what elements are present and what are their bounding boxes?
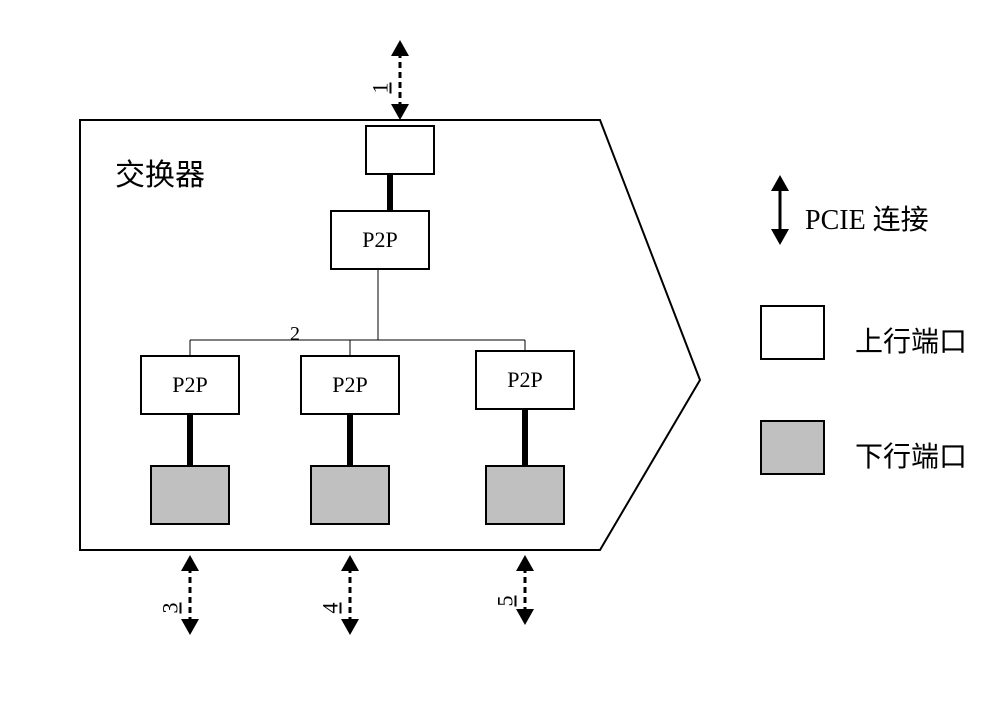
downstream-port-1 xyxy=(310,465,390,525)
port-number-3: 3 xyxy=(158,603,184,614)
legend-upstream-label: 上行端口 xyxy=(855,320,967,360)
p2p-bridge-1: P2P xyxy=(300,355,400,415)
legend-pcie-label: PCIE 连接 xyxy=(805,198,929,238)
p2p-label: P2P xyxy=(172,372,207,398)
p2p-bridge-top: P2P xyxy=(330,210,430,270)
legend-upstream-box xyxy=(760,305,825,360)
diagram-canvas: 交换器 P2P 2 P2P P2P P2P 1 3 4 5 PCIE 连接 上行… xyxy=(20,20,1000,707)
p2p-bridge-0: P2P xyxy=(140,355,240,415)
legend-pcie-arrow xyxy=(771,175,789,245)
p2p-bridge-2: P2P xyxy=(475,350,575,410)
top-pcie-arrow xyxy=(391,40,409,120)
port-number-5: 5 xyxy=(493,596,519,607)
bus-number-label: 2 xyxy=(290,323,300,346)
port-number-1: 1 xyxy=(368,83,394,94)
p2p-label: P2P xyxy=(332,372,367,398)
p2p-label: P2P xyxy=(362,227,397,253)
upstream-port-top xyxy=(365,125,435,175)
downstream-port-2 xyxy=(485,465,565,525)
legend-downstream-box xyxy=(760,420,825,475)
p2p-label: P2P xyxy=(507,367,542,393)
legend-downstream-label: 下行端口 xyxy=(855,435,967,475)
port-number-4: 4 xyxy=(318,603,344,614)
switch-title: 交换器 xyxy=(115,150,205,194)
downstream-port-0 xyxy=(150,465,230,525)
bottom-pcie-arrows xyxy=(181,555,534,635)
